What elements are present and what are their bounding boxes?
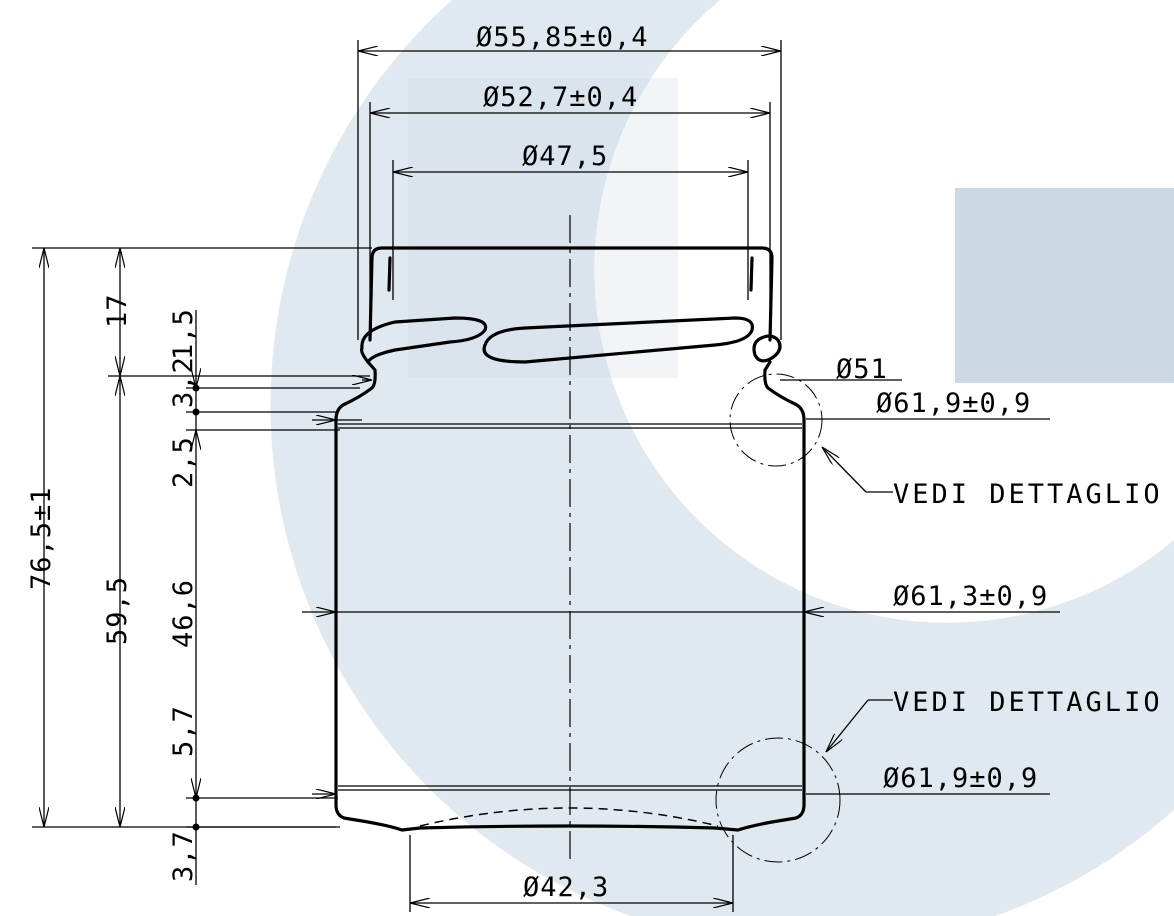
detail-circles xyxy=(715,373,841,863)
finish-band-label: 1,5 xyxy=(168,308,199,360)
watermark-logo xyxy=(270,0,1174,916)
top-diameter-dimensions xyxy=(357,40,782,340)
shoulder-diameter-label: Ø61,9±0,9 xyxy=(876,388,1031,419)
body-diameter-label: Ø61,3±0,9 xyxy=(893,581,1048,612)
heel-height-label: 5,7 xyxy=(168,705,199,757)
left-height-dimensions xyxy=(32,247,372,885)
neck-height-label: 3,2 xyxy=(168,356,199,408)
finish-outer-diameter-label: Ø55,85±0,4 xyxy=(476,22,649,53)
overall-height-label: 76,5±1 xyxy=(26,486,57,590)
right-diameter-dimensions xyxy=(302,379,1060,795)
neck-diameter-label: Ø51 xyxy=(836,354,888,385)
heel-diameter-label: Ø61,9±0,9 xyxy=(883,763,1038,794)
thread-root-diameter-label: Ø52,7±0,4 xyxy=(483,82,638,113)
detail-c-note: VEDI DETTAGLIO C xyxy=(893,687,1174,718)
base-diameter-dimension xyxy=(409,835,734,912)
body-height-label: 59,5 xyxy=(102,576,133,645)
base-height-label: 3,7 xyxy=(168,830,199,882)
bore-diameter-label: Ø47,5 xyxy=(522,141,608,172)
detail-b-note: VEDI DETTAGLIO B xyxy=(893,479,1174,510)
jar-outline xyxy=(334,246,806,832)
base-diameter-label: Ø42,3 xyxy=(523,872,609,903)
finish-height-label: 17 xyxy=(102,293,133,328)
body-straight-label: 46,6 xyxy=(168,579,199,648)
shoulder-height-label: 2,5 xyxy=(168,436,199,488)
